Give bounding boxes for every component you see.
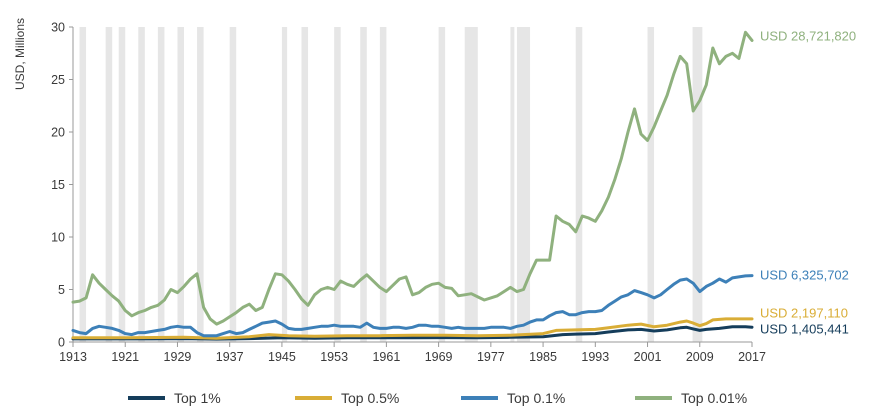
recession-band [379,27,387,342]
recession-band [360,27,367,342]
recession-band [118,27,126,342]
recession-band [177,27,184,342]
y-axis-title: USD, Millions [13,18,27,90]
x-ticks: 1913 1921 1929 1937 1945 1953 1961 1969 1977 1985… [59,342,766,364]
x-tick-label: 2001 [634,350,662,364]
legend-label-4: Top 0.01% [681,390,747,406]
y-tick-label: 20 [51,126,65,140]
recession-shading [79,27,703,342]
legend-label-1: Top 1% [174,390,221,406]
x-tick-label: 1993 [581,350,609,364]
recession-band [301,27,309,342]
x-tick-label: 1921 [111,350,139,364]
recession-band [79,27,87,342]
x-tick-label: 1953 [320,350,348,364]
series-line-2 [71,317,754,340]
y-tick-label: 30 [51,21,65,35]
y-tick-label: 15 [51,178,65,192]
recession-band [647,27,655,342]
recession-band [281,27,288,342]
recession-band [516,27,531,342]
x-tick-label: 1969 [425,350,453,364]
x-tick-label: 1945 [268,350,296,364]
x-tick-label: 2009 [686,350,714,364]
legend-label-3: Top 0.1% [507,390,565,406]
recession-band [157,27,165,342]
legend-label-2: Top 0.5% [341,390,399,406]
recession-band [138,27,145,342]
y-tick-label: 10 [51,231,65,245]
recession-band [575,27,583,342]
recession-band [510,27,515,342]
recession-band [105,27,113,342]
y-ticks: 0 5 10 15 20 25 30 [51,21,73,350]
y-tick-label: 0 [58,336,65,350]
end-label-2: USD 2,197,110 [760,306,848,321]
y-tick-label: 25 [51,73,65,87]
recession-band [197,27,204,342]
recession-band [464,27,478,342]
x-tick-label: 1913 [59,350,87,364]
x-tick-label: 1929 [164,350,192,364]
series-lines [71,30,754,341]
legend: Top 1% Top 0.5% Top 0.1% Top 0.01% [128,390,747,406]
end-label-3: USD 6,325,702 [760,268,849,283]
x-tick-label: 1977 [477,350,505,364]
end-label-1: USD 1,405,441 [760,322,849,337]
recession-band [229,27,237,342]
x-tick-label: 1985 [529,350,557,364]
recession-band [334,27,341,342]
recession-band [438,27,446,342]
end-label-4: USD 28,721,820 [760,29,856,44]
recession-band [692,27,703,342]
y-tick-label: 5 [58,283,65,297]
x-tick-label: 1961 [372,350,400,364]
series-line-4 [71,30,754,326]
x-tick-label: 2017 [738,350,766,364]
series-line-3 [71,274,754,338]
series-line-1 [71,325,754,341]
x-tick-label: 1937 [216,350,244,364]
